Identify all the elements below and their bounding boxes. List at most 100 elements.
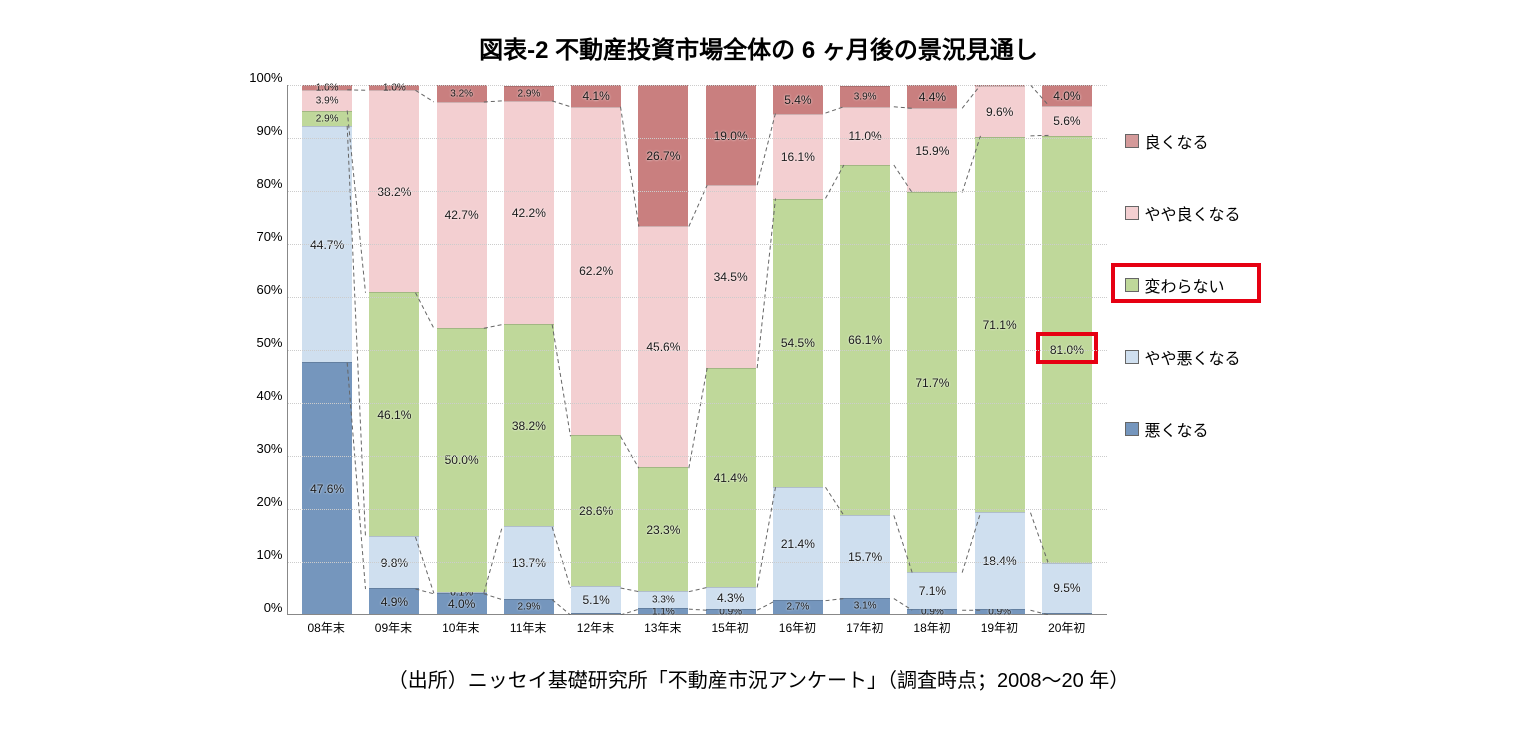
- x-tick-label: 11年末: [503, 619, 553, 636]
- legend-swatch: [1125, 350, 1139, 364]
- source-line: （出所）ニッセイ基礎研究所「不動産市況アンケート」（調査時点；2008～20 年…: [40, 664, 1477, 693]
- bar-segment-worse: 1.1%: [638, 608, 688, 614]
- bar-segment-somewhat_worse: 21.4%: [773, 487, 823, 600]
- bar-segment-somewhat_worse: 9.5%: [1042, 563, 1092, 613]
- bar-value-label: 4.3%: [717, 591, 744, 605]
- bar-value-label: 3.2%: [450, 88, 473, 99]
- bar-segment-unchanged: 46.1%: [369, 292, 419, 536]
- bar-value-label: 2.9%: [517, 601, 540, 612]
- bar-segment-somewhat_worse: 0.1%: [437, 592, 487, 593]
- legend-item-better: 良くなる: [1125, 129, 1277, 153]
- grid-line: [288, 403, 1107, 404]
- bar-segment-somewhat_better: 34.5%: [706, 185, 756, 367]
- bar-segment-better: 19.0%: [706, 85, 756, 185]
- bar-value-label: 2.9%: [517, 88, 540, 99]
- legend-label: やや良くなる: [1145, 201, 1241, 225]
- legend-swatch: [1125, 278, 1139, 292]
- bar-segment-worse: 3.1%: [840, 598, 890, 614]
- bar-value-label: 3.9%: [854, 91, 877, 102]
- grid-line: [288, 350, 1107, 351]
- bar-value-label: 5.6%: [1053, 114, 1080, 128]
- legend-swatch: [1125, 206, 1139, 220]
- bar-segment-better: 4.4%: [907, 85, 957, 108]
- bar-value-label: 4.1%: [582, 89, 609, 103]
- legend-label: やや悪くなる: [1145, 345, 1241, 369]
- bar-segment-worse: 4.9%: [369, 588, 419, 614]
- bar-value-label: 4.0%: [448, 597, 475, 611]
- grid-line: [288, 297, 1107, 298]
- bar-value-label: 9.5%: [1053, 581, 1080, 595]
- bar-value-label: 4.9%: [381, 595, 408, 609]
- bar-segment-worse: 0.9%: [975, 609, 1025, 614]
- bar-value-label: 62.2%: [579, 264, 613, 278]
- bar-value-label: 16.1%: [781, 150, 815, 164]
- bar-value-label: 2.9%: [316, 114, 339, 125]
- x-tick-label: 12年末: [570, 619, 620, 636]
- bar-segment-somewhat_worse: 4.3%: [706, 587, 756, 610]
- bar-value-label: 4.4%: [919, 90, 946, 104]
- bar-segment-somewhat_worse: 3.3%: [638, 591, 688, 608]
- bar-segment-somewhat_better: 42.2%: [504, 101, 554, 324]
- x-tick-label: 15年初: [705, 619, 755, 636]
- bar-value-label: 42.2%: [512, 206, 546, 220]
- bar-value-label: 23.3%: [646, 523, 680, 537]
- bar-value-label: 42.7%: [445, 208, 479, 222]
- bar-value-label: 15.9%: [915, 144, 949, 158]
- bar-segment-better: 3.2%: [437, 85, 487, 102]
- highlight-box-value: [1036, 332, 1098, 364]
- grid-line: [288, 244, 1107, 245]
- legend-label: 悪くなる: [1145, 417, 1209, 441]
- bar-value-label: 3.9%: [316, 96, 339, 107]
- x-axis: 08年末09年末10年末11年末12年末13年末15年初16年初17年初18年初…: [287, 615, 1107, 636]
- bar-value-label: 19.0%: [714, 129, 748, 143]
- bar-value-label: 4.0%: [1053, 89, 1080, 103]
- bar-segment-better: 26.7%: [638, 85, 688, 226]
- bar-segment-worse: 4.0%: [437, 593, 487, 614]
- bar-value-label: 66.1%: [848, 333, 882, 347]
- grid-line: [288, 456, 1107, 457]
- bar-segment-unchanged: 38.2%: [504, 324, 554, 526]
- bar-value-label: 5.1%: [582, 593, 609, 607]
- bar-value-label: 5.4%: [784, 93, 811, 107]
- bar-segment-worse: [1042, 613, 1092, 614]
- bar-segment-unchanged: 66.1%: [840, 165, 890, 515]
- bar-segment-somewhat_better: 42.7%: [437, 102, 487, 328]
- x-tick-label: 20年初: [1042, 619, 1092, 636]
- bar-segment-worse: 0.9%: [907, 609, 957, 614]
- bar-value-label: 34.5%: [714, 270, 748, 284]
- legend-label: 変わらない: [1145, 273, 1225, 297]
- legend-swatch: [1125, 134, 1139, 148]
- bar-segment-worse: 2.7%: [773, 600, 823, 614]
- grid-line: [288, 509, 1107, 510]
- bar-segment-better: 3.9%: [840, 86, 890, 107]
- bar-segment-worse: [571, 613, 621, 614]
- legend: 良くなるやや良くなる変わらないやや悪くなる悪くなる: [1107, 85, 1277, 441]
- grid-line: [288, 85, 1107, 86]
- bar-segment-somewhat_better: 15.9%: [907, 108, 957, 192]
- bar-segment-somewhat_worse: 5.1%: [571, 586, 621, 613]
- bar-segment-somewhat_better: 62.2%: [571, 107, 621, 435]
- bar-segment-somewhat_better: 11.0%: [840, 107, 890, 165]
- bar-value-label: 9.6%: [986, 105, 1013, 119]
- bar-value-label: 21.4%: [781, 537, 815, 551]
- legend-item-somewhat_worse: やや悪くなる: [1125, 345, 1277, 369]
- x-tick-label: 10年末: [436, 619, 486, 636]
- bar-segment-better: 4.1%: [571, 85, 621, 107]
- grid-line: [288, 138, 1107, 139]
- bar-segment-worse: 47.6%: [302, 362, 352, 614]
- bar-segment-somewhat_better: 9.6%: [975, 86, 1025, 137]
- bar-segment-unchanged: 2.9%: [302, 111, 352, 126]
- x-tick-label: 16年初: [772, 619, 822, 636]
- legend-swatch: [1125, 422, 1139, 436]
- grid-line: [288, 562, 1107, 563]
- x-tick-label: 08年末: [301, 619, 351, 636]
- bar-value-label: 71.1%: [983, 318, 1017, 332]
- bar-value-label: 3.3%: [652, 594, 675, 605]
- bar-segment-somewhat_worse: 7.1%: [907, 572, 957, 610]
- x-tick-label: 13年末: [638, 619, 688, 636]
- bar-segment-somewhat_better: 16.1%: [773, 114, 823, 199]
- bar-value-label: 38.2%: [512, 419, 546, 433]
- bar-segment-unchanged: 50.0%: [437, 328, 487, 592]
- plot-area: 47.6%44.7%2.9%3.9%1.0%4.9%9.8%46.1%38.2%…: [287, 85, 1107, 615]
- bar-value-label: 3.1%: [854, 601, 877, 612]
